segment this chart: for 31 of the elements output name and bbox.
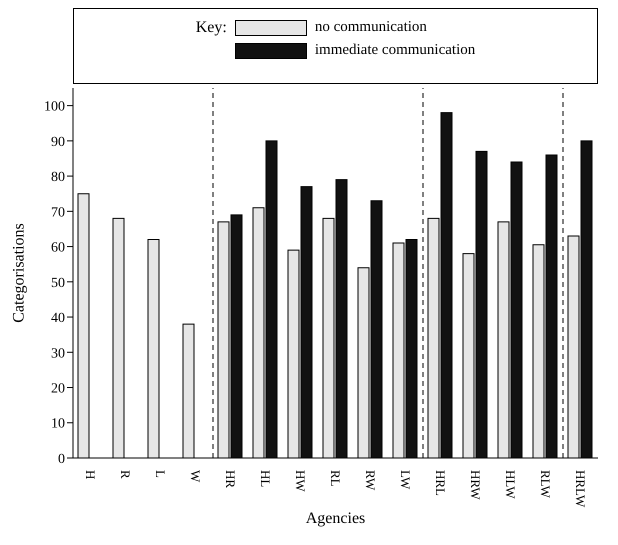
legend-label: immediate communication (314, 42, 476, 59)
x-axis-title: Agencies (306, 510, 366, 527)
x-tick-label: RLW (538, 470, 553, 499)
legend-label: no communication (314, 19, 427, 36)
x-tick-label: HLW (503, 470, 518, 500)
y-tick-label: 70 (51, 205, 65, 220)
x-tick-label: RL (328, 470, 343, 487)
x-tick-label: HW (293, 470, 308, 492)
x-tick-label: L (153, 470, 168, 478)
y-tick-label: 80 (51, 170, 65, 186)
y-tick-label: 30 (51, 346, 65, 362)
x-tick-label: H (83, 470, 98, 480)
x-tick-label: R (118, 470, 133, 479)
x-tick-label: HRLW (573, 470, 588, 508)
y-tick-label: 10 (51, 416, 65, 432)
y-tick-label: 40 (51, 311, 65, 326)
x-tick-label: RW (363, 470, 378, 491)
y-tick-label: 100 (44, 100, 65, 115)
x-tick-label: HR (223, 470, 238, 488)
y-tick-label: 60 (51, 240, 65, 256)
x-tick-label: HL (258, 470, 273, 488)
x-tick-label: HRL (433, 470, 448, 496)
legend-title: Key: (196, 19, 227, 37)
y-tick-label: 0 (58, 452, 65, 467)
x-tick-label: HRW (468, 470, 483, 500)
y-tick-label: 90 (51, 134, 65, 150)
y-tick-label: 20 (51, 381, 65, 396)
y-axis-title: Categorisations (10, 223, 28, 323)
x-tick-label: W (188, 470, 203, 483)
x-tick-label: LW (398, 470, 413, 490)
y-tick-label: 50 (51, 276, 65, 291)
